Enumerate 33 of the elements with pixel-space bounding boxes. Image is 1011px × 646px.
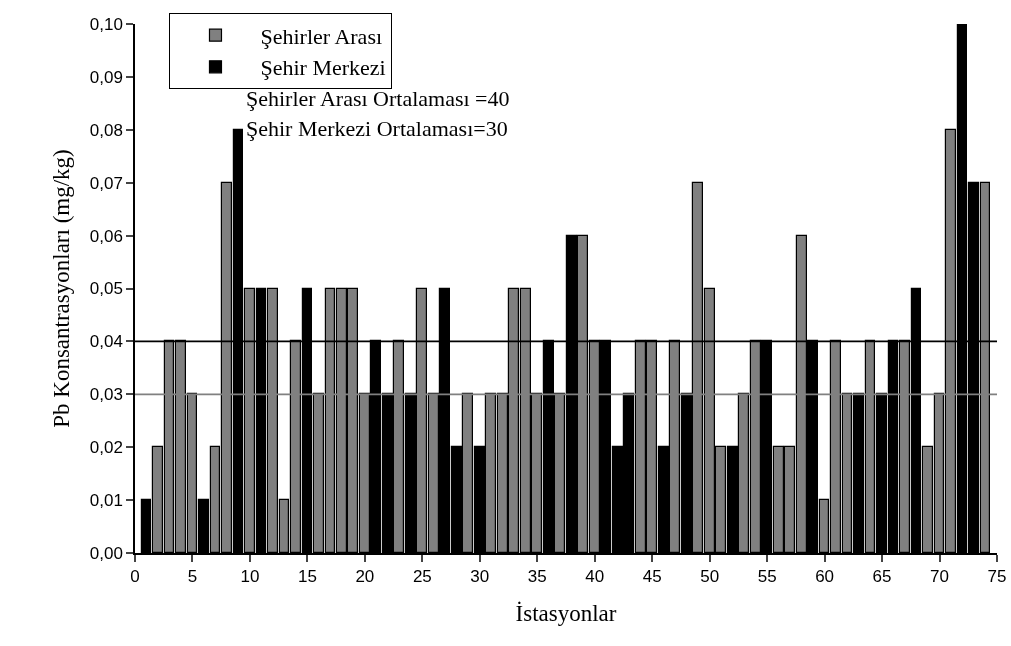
annotation: Şehir Merkezi Ortalaması=30 bbox=[246, 116, 508, 141]
y-tick-label: 0,08 bbox=[89, 120, 123, 140]
x-tick-label: 5 bbox=[187, 567, 198, 587]
x-tick-label: 65 bbox=[872, 567, 892, 587]
x-tick-label: 35 bbox=[527, 567, 547, 587]
y-tick-label: 0,00 bbox=[89, 543, 123, 563]
y-tick-label: 0,03 bbox=[89, 385, 123, 405]
x-tick-label: 20 bbox=[355, 567, 375, 587]
x-tick-label: 50 bbox=[700, 567, 720, 587]
x-axis-title: İstasyonlar bbox=[515, 601, 617, 627]
annotation: Şehirler Arası Ortalaması =40 bbox=[246, 86, 510, 111]
y-tick-label: 0,10 bbox=[89, 14, 123, 34]
x-tick-label: 55 bbox=[757, 567, 777, 587]
x-tick-label: 75 bbox=[987, 567, 1007, 587]
x-tick-label: 70 bbox=[930, 567, 949, 587]
y-tick-label: 0,05 bbox=[89, 279, 123, 299]
legend-label: Şehir Merkezi bbox=[260, 55, 386, 81]
y-tick-label: 0,06 bbox=[89, 226, 123, 246]
x-tick-label: 0 bbox=[130, 567, 140, 587]
x-tick-label: 10 bbox=[240, 567, 260, 587]
x-tick-label: 40 bbox=[585, 567, 605, 587]
legend-label: Şehirler Arası bbox=[260, 23, 383, 49]
y-axis-title: Pb Konsantrasyonları (mg/kg) bbox=[48, 149, 74, 428]
y-tick-label: 0,04 bbox=[89, 332, 123, 352]
y-tick-label: 0,07 bbox=[89, 173, 123, 193]
x-tick-label: 30 bbox=[470, 567, 490, 587]
y-tick-label: 0,09 bbox=[89, 67, 123, 87]
y-tick-label: 0,01 bbox=[89, 491, 123, 511]
x-tick-label: 15 bbox=[297, 567, 317, 587]
x-tick-label: 45 bbox=[642, 567, 662, 587]
x-tick-label: 25 bbox=[412, 567, 432, 587]
y-tick-label: 0,02 bbox=[89, 438, 123, 458]
x-tick-label: 60 bbox=[815, 567, 835, 587]
